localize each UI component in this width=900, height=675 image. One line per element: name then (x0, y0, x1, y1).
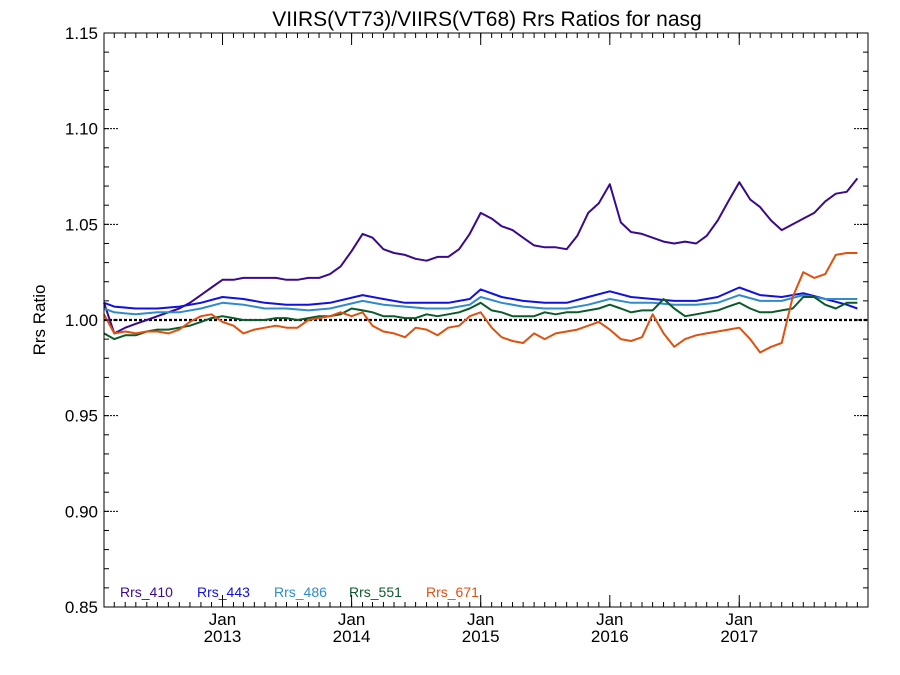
y-tick-label: 0.95 (65, 407, 98, 426)
y-tick-label: 0.85 (65, 598, 98, 617)
y-tick-label: 1.10 (65, 120, 98, 139)
series-line-rrs-551 (103, 296, 858, 341)
x-tick-label-month: Jan (467, 610, 494, 629)
x-tick-label-year: 2014 (333, 627, 371, 646)
series-line-rrs-486 (103, 294, 858, 316)
x-tick-label-year: 2013 (204, 627, 242, 646)
x-tick-label-month: Jan (209, 610, 236, 629)
legend: Rrs_410 Rrs_443 Rrs_486 Rrs_551 Rrs_671 (120, 584, 479, 600)
legend-entry-rrs-486: Rrs_486 (274, 584, 327, 600)
y-axis-label: Rrs Ratio (30, 285, 49, 356)
series-line-rrs-671 (103, 252, 858, 354)
legend-entry-rrs-551: Rrs_551 (349, 584, 402, 600)
y-tick-label: 1.15 (65, 24, 98, 43)
y-tick-label: 0.90 (65, 502, 98, 521)
series-line-rrs-443 (103, 286, 858, 310)
legend-entry-rrs-671: Rrs_671 (426, 584, 479, 600)
legend-entry-rrs-443: Rrs_443 (197, 584, 250, 600)
series-line-rrs-410 (103, 177, 859, 335)
y-tick-label: 1.00 (65, 311, 98, 330)
chart-title: VIIRS(VT73)/VIIRS(VT68) Rrs Ratios for n… (272, 8, 701, 31)
legend-entry-rrs-410: Rrs_410 (120, 584, 173, 600)
x-tick-label-year: 2016 (591, 627, 629, 646)
x-tick-label-year: 2017 (720, 627, 758, 646)
x-tick-label-month: Jan (726, 610, 753, 629)
x-tick-label-month: Jan (338, 610, 365, 629)
x-tick-label-month: Jan (596, 610, 623, 629)
axes-layer: 0.850.900.951.001.051.101.15Jan2013Jan20… (65, 24, 869, 646)
series-layer (103, 177, 859, 354)
x-tick-label-year: 2015 (462, 627, 500, 646)
y-tick-label: 1.05 (65, 215, 98, 234)
